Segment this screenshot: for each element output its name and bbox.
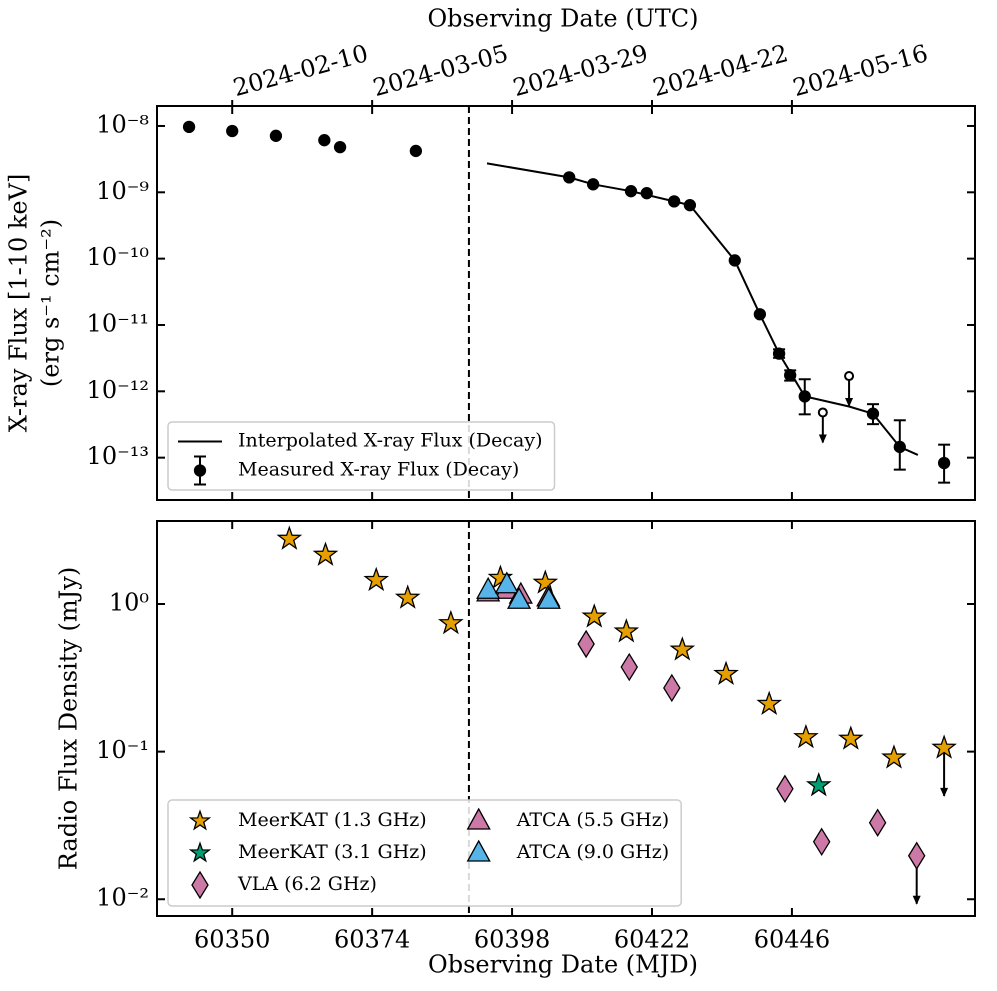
legend-handle xyxy=(466,839,491,862)
data-point xyxy=(269,129,283,142)
y-tick-label: 10⁻⁸ xyxy=(96,110,149,138)
legend: Interpolated X-ray Flux (Decay) Measured … xyxy=(167,421,556,491)
data-point xyxy=(394,584,421,609)
data-point xyxy=(907,841,926,871)
y-tick-label: 10⁻⁹ xyxy=(96,177,149,205)
data-point xyxy=(476,576,501,599)
x-top-axis-label: Observing Date (UTC) xyxy=(427,5,698,33)
y-axis-label: X-ray Flux [1-10 keV] xyxy=(5,174,33,433)
axes-frame xyxy=(156,105,976,501)
data-point xyxy=(784,369,797,382)
x-axis-label: Observing Date (MJD) xyxy=(428,951,698,979)
x-top-tick-label: 2024-03-05 xyxy=(370,39,511,102)
data-point xyxy=(668,195,681,208)
y-axis-label: (erg s⁻¹ cm⁻²) xyxy=(37,219,65,387)
legend-handle xyxy=(466,807,491,830)
legend-handle xyxy=(188,841,212,863)
data-point xyxy=(812,827,831,857)
data-point xyxy=(318,134,331,147)
data-point xyxy=(563,171,576,184)
legend-label: MeerKAT (1.3 GHz) xyxy=(238,809,427,831)
y-axis-label: Radio Flux Density (mJy) xyxy=(55,567,83,870)
data-point xyxy=(663,673,681,703)
y-tick-label: 10⁻¹¹ xyxy=(87,309,149,337)
arrow-head xyxy=(845,398,854,408)
arrow-head xyxy=(912,895,921,905)
data-point xyxy=(487,564,514,589)
x-tick-label: 60446 xyxy=(754,926,830,954)
arrow-head xyxy=(940,787,949,797)
data-point xyxy=(640,187,653,200)
y-tick-label: 10⁻² xyxy=(96,884,149,912)
y-tick-label: 10⁻¹⁰ xyxy=(87,243,149,271)
data-point xyxy=(506,586,532,609)
data-point xyxy=(532,569,559,594)
x-top-tick-label: 2024-04-22 xyxy=(650,39,791,102)
data-point xyxy=(312,541,339,566)
x-tick-label: 60374 xyxy=(334,926,410,954)
data-point xyxy=(756,690,783,715)
legend-handle xyxy=(188,809,212,831)
upper-limit xyxy=(817,407,828,418)
legend-handle xyxy=(193,464,207,477)
data-point xyxy=(793,723,819,749)
y-tick-label: 10⁻¹³ xyxy=(87,442,149,470)
arrow-head xyxy=(818,434,827,444)
data-point xyxy=(226,124,239,138)
data-point xyxy=(494,571,519,594)
data-point xyxy=(881,744,907,769)
data-point xyxy=(713,660,739,686)
data-point xyxy=(937,456,951,470)
data-point xyxy=(581,603,608,628)
data-point xyxy=(669,636,696,661)
data-point xyxy=(333,140,347,154)
data-point xyxy=(276,525,303,550)
x-top-tick-label: 2024-05-16 xyxy=(790,39,931,102)
data-point xyxy=(931,734,957,759)
x-tick-label: 60398 xyxy=(474,926,550,954)
data-point xyxy=(409,144,423,158)
data-point xyxy=(776,774,794,804)
data-point xyxy=(753,308,767,321)
legend-label: ATCA (9.0 GHz) xyxy=(516,841,670,863)
legend-label: VLA (6.2 GHz) xyxy=(237,873,377,895)
legend-label: MeerKAT (3.1 GHz) xyxy=(238,841,427,863)
x-tick-label: 60350 xyxy=(194,926,270,954)
interpolated-line xyxy=(486,162,919,456)
legend-handle xyxy=(191,870,209,900)
data-point xyxy=(893,440,906,454)
data-point xyxy=(798,390,811,403)
data-point xyxy=(805,771,832,797)
y-tick-label: 10⁰ xyxy=(109,589,149,617)
data-point xyxy=(624,185,638,198)
legend: MeerKAT (1.3 GHz) MeerKAT (3.1 GHz) VLA (6… xyxy=(167,799,682,907)
legend-box xyxy=(167,421,556,491)
data-point xyxy=(620,652,639,682)
legend-label: ATCA (5.5 GHz) xyxy=(516,809,670,831)
y-tick-label: 10⁻¹ xyxy=(96,736,149,764)
data-point xyxy=(613,618,640,643)
x-tick-label: 60422 xyxy=(614,926,690,954)
data-point xyxy=(363,566,390,592)
data-point xyxy=(837,725,864,750)
data-point xyxy=(772,347,786,360)
axes-frame xyxy=(156,520,976,917)
data-point xyxy=(868,808,887,837)
y-tick-label: 10⁻¹² xyxy=(87,376,149,404)
upper-limit xyxy=(844,371,855,382)
data-point xyxy=(577,629,595,659)
data-point xyxy=(586,178,600,191)
data-point xyxy=(866,407,880,420)
data-point xyxy=(683,199,697,212)
x-top-tick-label: 2024-03-29 xyxy=(510,39,651,102)
legend-label: Interpolated X-ray Flux (Decay) xyxy=(238,430,543,452)
data-point xyxy=(182,120,196,133)
data-point xyxy=(536,586,561,609)
legend-box xyxy=(167,799,682,907)
x-top-tick-label: 2024-02-10 xyxy=(230,39,371,102)
data-point xyxy=(438,609,464,635)
legend-label: Measured X-ray Flux (Decay) xyxy=(238,459,519,481)
data-point xyxy=(728,254,741,267)
